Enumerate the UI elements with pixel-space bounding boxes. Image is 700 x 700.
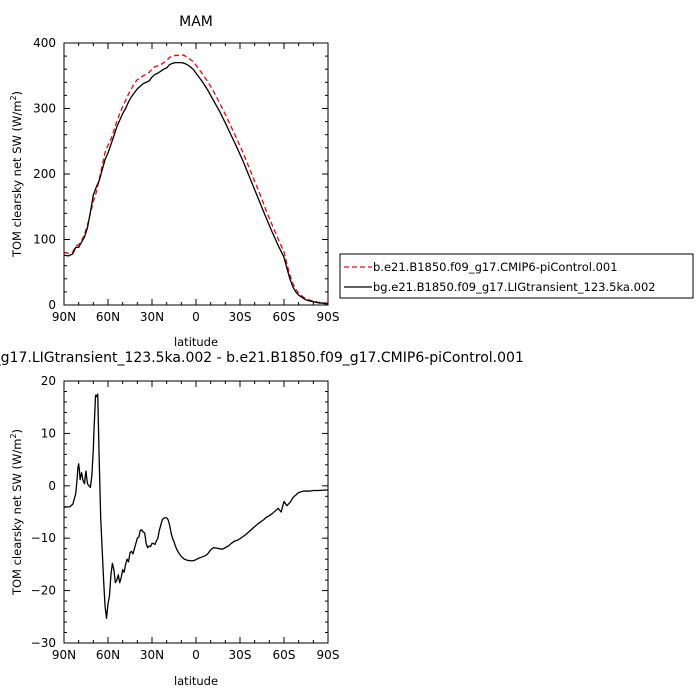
x-tick-label: 60N [96,648,120,662]
y-axis-label-superscript: 2 [9,95,18,100]
tick-labels: 90N 60N 30N 0 30S 60S 90S −30 −20 −10 0 10 20 [31,374,340,662]
x-tick-label: 90N [52,310,76,324]
x-tick-label: 30S [229,648,252,662]
plot-frame [63,42,329,306]
x-tick-label: 90S [317,648,340,662]
series-lines [63,393,328,620]
y-tick-label: 0 [48,479,56,493]
y-tick-label: 100 [33,233,56,247]
x-tick-label: 30S [229,310,252,324]
y-tick-label: 400 [33,36,56,50]
y-tick-label: 0 [48,298,56,312]
y-tick-label: −30 [31,636,56,650]
x-tick-label: 90S [317,310,340,324]
series-lines [63,54,328,305]
y-axis-label-tail: ) [10,429,24,434]
y-axis-label-main: TOM clearsky net SW (W/m [10,439,24,597]
panel-top: MAM 90N 60N 30N 0 30S 60S 90S 0 100 200 300 400 lat… [9,14,339,349]
series-line-1 [63,54,328,304]
legend-box [339,253,694,299]
chart-title: MAM [179,14,213,30]
x-tick-label: 30N [140,648,164,662]
chart-title-difference: bg.e21.B1850.f09_g17.LIGtransient_123.5k… [0,350,524,366]
tick-marks [63,42,329,306]
y-axis-label: TOM clearsky net SW (W/m2) [9,429,24,596]
y-tick-label: 200 [33,167,56,181]
series-line-2 [63,62,328,305]
tick-marks [63,380,329,644]
x-tick-label: 60S [273,310,296,324]
legend: b.e21.B1850.f09_g17.CMIP6-piControl.001 … [339,253,694,299]
y-axis-label: TOM clearsky net SW (W/m2) [9,91,24,258]
y-tick-label: −10 [31,531,56,545]
y-axis-label-main: TOM clearsky net SW (W/m [10,101,24,259]
y-tick-label: 300 [33,102,56,116]
plot-frame [63,380,329,644]
x-tick-label: 90N [52,648,76,662]
legend-entry-series-2: bg.e21.B1850.f09_g17.LIGtransient_123.5k… [373,280,656,294]
y-axis-label-superscript: 2 [9,433,18,438]
y-axis-label-tail: ) [10,91,24,96]
legend-entry-series-1: b.e21.B1850.f09_g17.CMIP6-piControl.001 [373,260,618,274]
y-tick-label: 20 [41,374,56,388]
x-axis-label: latitude [174,335,218,349]
x-axis-label: latitude [174,674,218,688]
x-tick-label: 60S [273,648,296,662]
x-tick-label: 0 [192,648,200,662]
x-tick-label: 30N [140,310,164,324]
y-tick-label: −20 [31,584,56,598]
panel-bottom: bg.e21.B1850.f09_g17.LIGtransient_123.5k… [0,350,524,688]
series-line-1 [63,393,328,620]
y-tick-label: 10 [41,426,56,440]
x-tick-label: 0 [192,310,200,324]
tick-labels: 90N 60N 30N 0 30S 60S 90S 0 100 200 300 400 [33,36,339,324]
x-tick-label: 60N [96,310,120,324]
